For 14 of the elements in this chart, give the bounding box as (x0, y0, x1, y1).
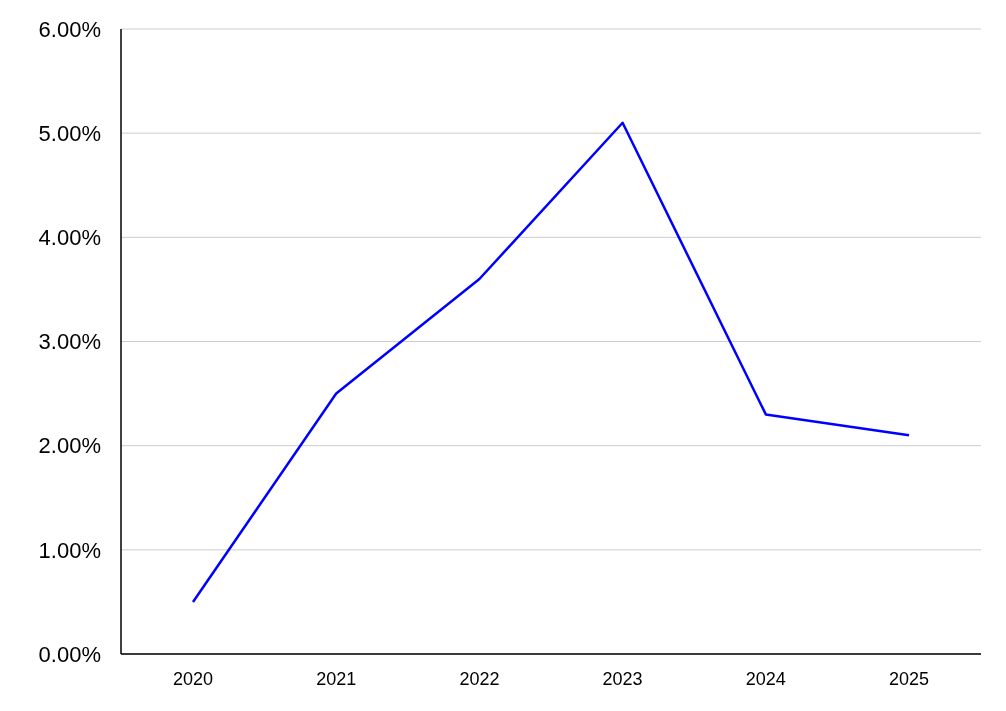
y-tick-label: 3.00% (38, 329, 101, 355)
x-tick-label: 2025 (888, 668, 930, 689)
x-tick-label: 2023 (602, 668, 643, 689)
x-tick-label: 2024 (745, 668, 786, 689)
line-series (191, 121, 911, 604)
y-tick-label: 1.00% (38, 537, 101, 563)
y-tick-label: 6.00% (38, 16, 101, 42)
x-tick-label: 2020 (172, 668, 214, 689)
x-tick-label: 2021 (316, 668, 357, 689)
y-tick-label: 4.00% (38, 225, 101, 251)
y-tick-label: 2.00% (38, 433, 101, 459)
x-tick-label: 2022 (459, 668, 500, 689)
y-tick-label: 0.00% (38, 641, 101, 667)
y-tick-label: 5.00% (38, 120, 101, 146)
